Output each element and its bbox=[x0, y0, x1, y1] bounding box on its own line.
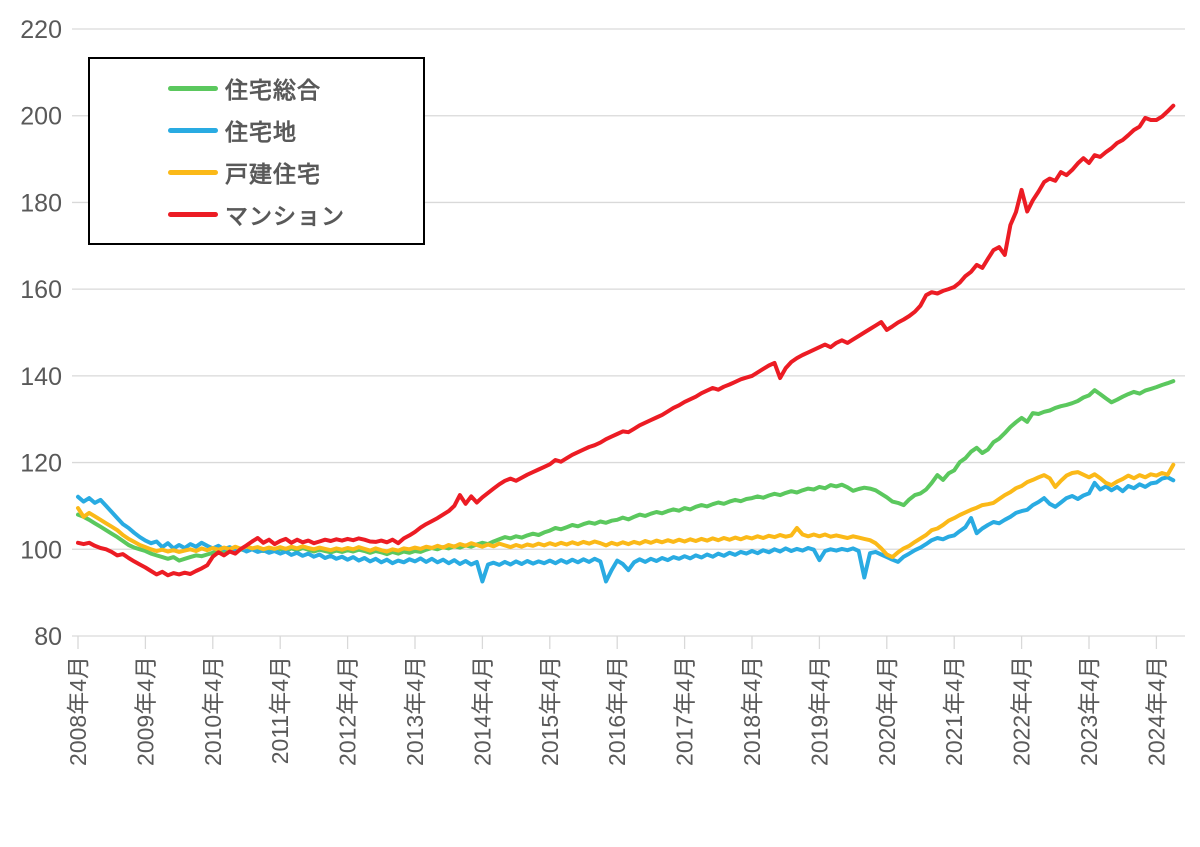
legend-item-mansion: マンション bbox=[168, 197, 423, 231]
x-axis-label: 2015年4月 bbox=[537, 656, 563, 766]
x-axis-label: 2008年4月 bbox=[65, 656, 91, 766]
y-axis-label: 180 bbox=[20, 189, 62, 217]
x-axis-label: 2014年4月 bbox=[469, 656, 495, 766]
series-line-kodate-jutaku bbox=[76, 462, 1176, 560]
x-axis-label: 2024年4月 bbox=[1143, 656, 1169, 766]
legend-item-jutaku-sogo: 住宅総合 bbox=[168, 71, 423, 105]
x-axis-label: 2013年4月 bbox=[402, 656, 428, 766]
legend-swatch-kodate-jutaku bbox=[168, 169, 218, 175]
x-axis-label: 2009年4月 bbox=[132, 656, 158, 766]
x-axis-label: 2023年4月 bbox=[1076, 656, 1102, 766]
legend-swatch-mansion bbox=[168, 211, 218, 217]
x-axis-label: 2019年4月 bbox=[806, 656, 832, 766]
x-axis-label: 2016年4月 bbox=[604, 656, 630, 766]
legend-swatch-jutakuchi bbox=[168, 127, 218, 133]
legend-label-jutaku-sogo: 住宅総合 bbox=[225, 77, 321, 103]
y-axis-label: 220 bbox=[20, 16, 62, 44]
x-axis-label: 2021年4月 bbox=[941, 656, 967, 766]
legend-label-mansion: マンション bbox=[225, 203, 345, 229]
x-axis-label: 2017年4月 bbox=[672, 656, 698, 766]
y-axis-label: 160 bbox=[20, 276, 62, 304]
legend-label-jutakuchi: 住宅地 bbox=[225, 119, 297, 145]
series-line-mansion bbox=[76, 103, 1176, 578]
legend-label-kodate-jutaku: 戸建住宅 bbox=[225, 161, 321, 187]
y-axis-label: 100 bbox=[20, 536, 62, 564]
y-axis-label: 80 bbox=[34, 623, 62, 651]
series-line-jutaku-sogo bbox=[76, 379, 1176, 563]
y-axis-label: 200 bbox=[20, 103, 62, 131]
x-axis-label: 2020年4月 bbox=[874, 656, 900, 766]
legend: 住宅総合住宅地戸建住宅マンション bbox=[88, 57, 425, 245]
y-axis-label: 120 bbox=[20, 450, 62, 478]
legend-item-jutakuchi: 住宅地 bbox=[168, 113, 423, 147]
x-axis-label: 2022年4月 bbox=[1009, 656, 1035, 766]
legend-swatch-jutaku-sogo bbox=[168, 85, 218, 91]
legend-item-kodate-jutaku: 戸建住宅 bbox=[168, 155, 423, 189]
x-axis-label: 2018年4月 bbox=[739, 656, 765, 766]
x-axis-label: 2010年4月 bbox=[200, 656, 226, 766]
x-axis-label: 2012年4月 bbox=[335, 656, 361, 766]
series-line-jutakuchi bbox=[76, 475, 1176, 584]
y-axis-label: 140 bbox=[20, 363, 62, 391]
x-axis-label: 2011年4月 bbox=[267, 656, 293, 764]
